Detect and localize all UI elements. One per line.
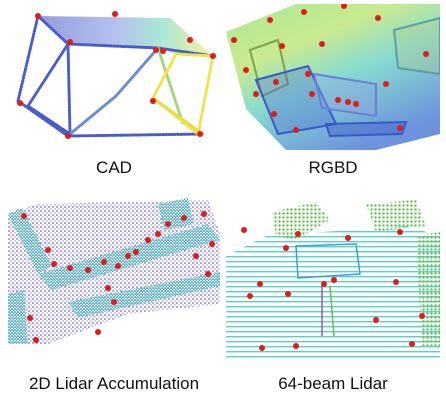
lidar64-car [295, 243, 361, 337]
caption-lidar2d: 2D Lidar Accumulation [28, 374, 200, 393]
panel-cad [8, 6, 220, 148]
caption-cad: CAD [96, 158, 132, 177]
lidar64-point-cloud [226, 200, 440, 360]
rgbd-point-cloud [226, 4, 440, 150]
cad-keypoints [17, 11, 216, 139]
panel-rgbd [226, 4, 440, 150]
lidar64-keypoints [241, 227, 425, 351]
lidar64-ground [226, 226, 440, 360]
lidar2d-point-cloud [8, 198, 220, 344]
rgbd-keypoints [231, 4, 429, 133]
lidar2d-keypoints [21, 211, 215, 343]
lidar2d-floor [8, 200, 220, 344]
panel-lidar2d [8, 194, 220, 354]
caption-lidar64: 64-beam Lidar [278, 374, 388, 393]
cad-top-surface [38, 16, 213, 56]
caption-rgbd: RGBD [308, 158, 358, 177]
cad-point-cloud [16, 11, 216, 139]
panel-lidar64 [226, 196, 440, 360]
